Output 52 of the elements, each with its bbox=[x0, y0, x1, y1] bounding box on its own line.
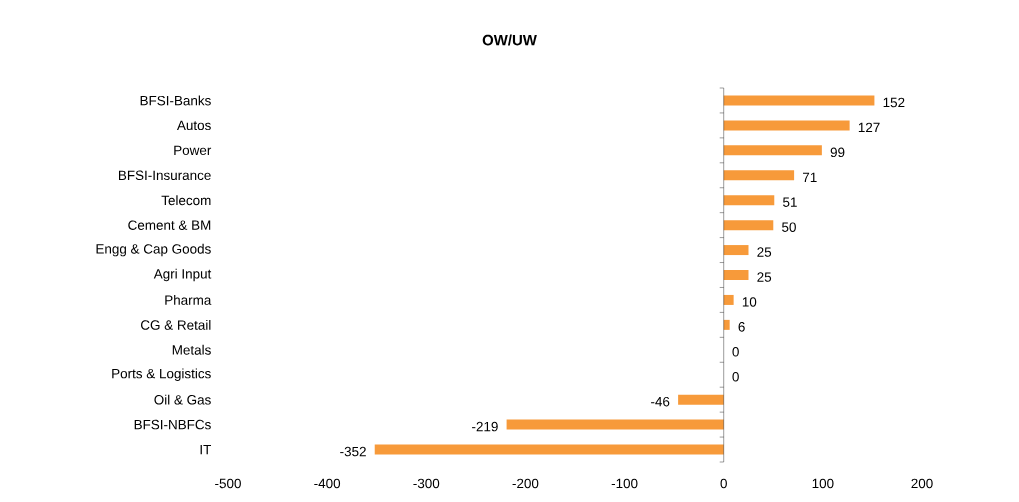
y-tick-label: Ports & Logistics bbox=[112, 368, 211, 382]
x-tick-label: -300 bbox=[413, 478, 440, 489]
data-label: 0 bbox=[732, 347, 739, 357]
data-label: -352 bbox=[340, 446, 366, 457]
y-tick-label: IT bbox=[200, 444, 212, 455]
y-tick-label: Power bbox=[174, 145, 212, 156]
data-label: 10 bbox=[742, 297, 757, 307]
y-tick-label: CG & Retail bbox=[141, 319, 211, 330]
data-label: 6 bbox=[738, 322, 745, 332]
bar bbox=[723, 270, 749, 280]
x-tick-label: 0 bbox=[720, 478, 727, 489]
bar bbox=[723, 195, 775, 206]
bar bbox=[723, 145, 822, 156]
data-label: -46 bbox=[651, 396, 670, 407]
y-tick-label: Engg & Cap Goods bbox=[96, 243, 211, 257]
data-label: 51 bbox=[783, 197, 797, 207]
x-tick-label: 100 bbox=[812, 478, 834, 489]
y-tick-label: Telecom bbox=[161, 195, 211, 206]
bar bbox=[374, 444, 724, 455]
y-tick-label: Agri Input bbox=[153, 268, 212, 282]
data-label: 50 bbox=[782, 222, 796, 232]
bar bbox=[723, 120, 850, 131]
data-label: 99 bbox=[830, 147, 845, 158]
x-tick-label: -100 bbox=[611, 478, 638, 489]
y-tick-label: BFSI-Insurance bbox=[118, 170, 211, 181]
data-label: 71 bbox=[802, 172, 817, 182]
bar bbox=[723, 294, 734, 305]
data-label: 152 bbox=[883, 97, 905, 108]
bar bbox=[678, 394, 724, 405]
data-label: 0 bbox=[732, 371, 739, 382]
y-tick-label: Pharma bbox=[165, 294, 212, 305]
bar bbox=[723, 95, 875, 106]
data-label: -219 bbox=[472, 421, 498, 432]
bar bbox=[723, 170, 795, 181]
bar bbox=[723, 220, 774, 231]
bar bbox=[723, 319, 730, 330]
y-tick-label: BFSI-Banks bbox=[140, 95, 211, 106]
y-tick-label: Cement & BM bbox=[128, 220, 211, 230]
chart-title: OW/UW bbox=[482, 34, 537, 46]
bar bbox=[506, 419, 724, 430]
x-tick-label: -500 bbox=[215, 478, 241, 489]
x-tick-label: -400 bbox=[314, 478, 341, 489]
y-tick-label: Autos bbox=[176, 120, 211, 131]
bar bbox=[723, 245, 749, 256]
y-tick-label: Metals bbox=[172, 344, 211, 355]
data-label: 25 bbox=[757, 247, 772, 257]
y-tick-label: BFSI-NBFCs bbox=[134, 419, 211, 430]
y-tick-label: Oil & Gas bbox=[154, 394, 211, 405]
data-label: 127 bbox=[858, 122, 880, 133]
x-tick-label: -200 bbox=[512, 478, 539, 489]
x-tick-label: 200 bbox=[911, 478, 933, 489]
data-label: 25 bbox=[757, 272, 772, 282]
